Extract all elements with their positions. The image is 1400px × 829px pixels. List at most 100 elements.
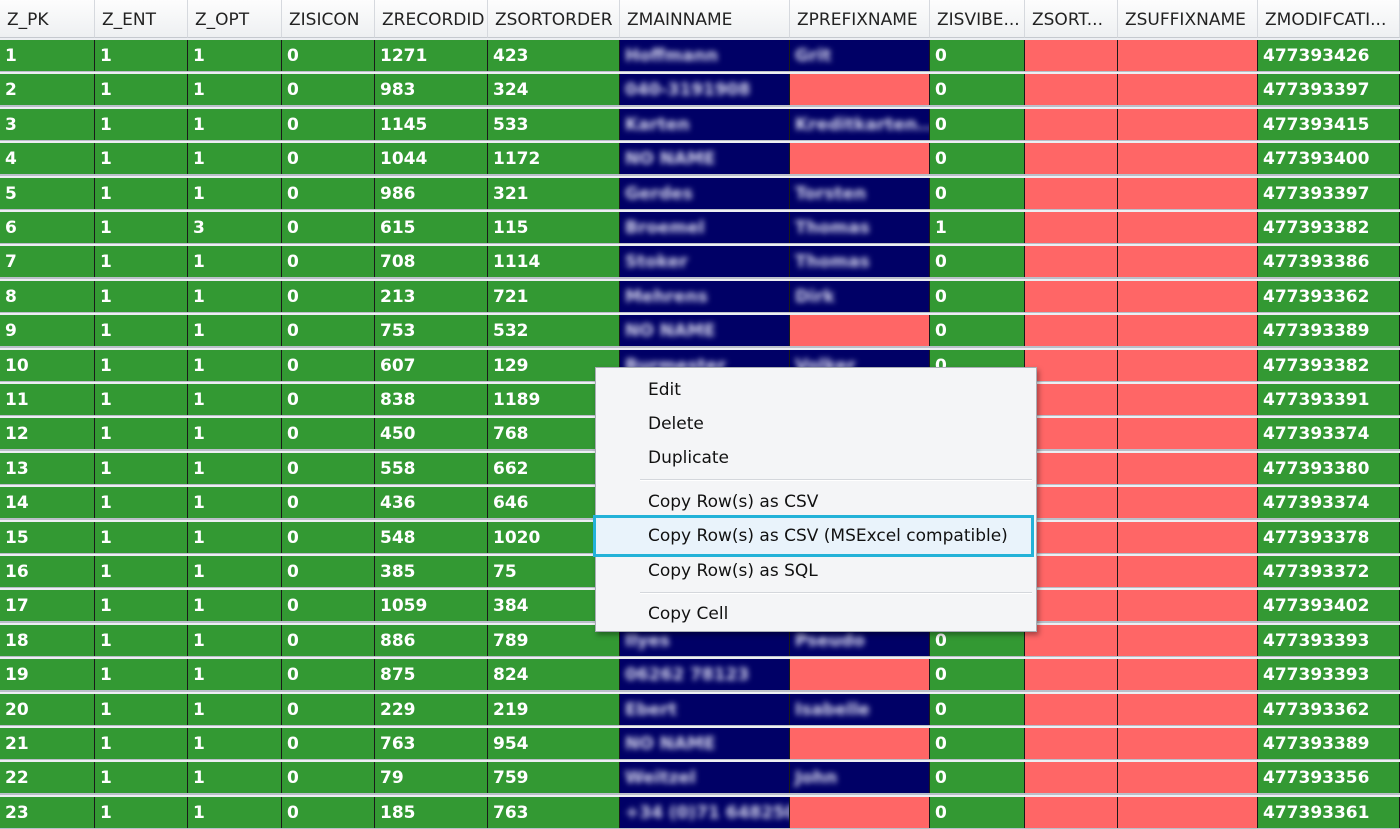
table-cell[interactable] — [1118, 40, 1258, 71]
table-cell[interactable] — [1025, 349, 1118, 381]
table-cell[interactable]: 477393361 — [1258, 796, 1400, 828]
table-cell[interactable]: 477393378 — [1258, 521, 1400, 553]
table-cell[interactable] — [1118, 108, 1258, 140]
table-cell[interactable]: 17 — [0, 590, 95, 622]
table-cell[interactable]: 875 — [375, 659, 488, 691]
table-cell[interactable]: 20 — [0, 693, 95, 725]
table-cell[interactable]: 13 — [0, 452, 95, 484]
table-cell[interactable]: 477393372 — [1258, 556, 1400, 587]
table-cell[interactable]: 1 — [188, 693, 282, 725]
table-cell[interactable]: 477393382 — [1258, 349, 1400, 381]
table-cell[interactable]: 477393393 — [1258, 659, 1400, 691]
table-cell[interactable]: 0 — [282, 349, 375, 381]
table-cell[interactable]: 533 — [488, 108, 620, 140]
table-cell[interactable] — [1118, 556, 1258, 587]
table-cell[interactable] — [1118, 315, 1258, 347]
table-cell[interactable]: 1 — [95, 418, 188, 450]
table-cell[interactable]: 1 — [188, 315, 282, 347]
table-cell[interactable]: 1114 — [488, 246, 620, 278]
table-cell[interactable]: 763 — [375, 728, 488, 759]
table-cell[interactable]: 548 — [375, 521, 488, 553]
table-cell[interactable]: 0 — [282, 452, 375, 484]
table-cell[interactable]: 477393362 — [1258, 693, 1400, 725]
table-cell[interactable]: Stoker — [620, 246, 790, 278]
table-cell[interactable] — [790, 659, 930, 691]
table-cell[interactable]: 708 — [375, 246, 488, 278]
table-cell[interactable]: 824 — [488, 659, 620, 691]
table-cell[interactable]: Weitzel — [620, 762, 790, 794]
column-header[interactable]: Z_OPT — [188, 0, 282, 38]
table-cell[interactable]: 721 — [488, 280, 620, 312]
table-cell[interactable] — [1025, 728, 1118, 759]
table-cell[interactable]: 3 — [188, 212, 282, 243]
table-cell[interactable]: 1 — [95, 315, 188, 347]
table-cell[interactable]: 477393397 — [1258, 74, 1400, 106]
table-cell[interactable] — [1025, 487, 1118, 519]
table-cell[interactable]: 477393400 — [1258, 143, 1400, 175]
table-cell[interactable]: Hoffmann — [620, 40, 790, 71]
table-cell[interactable]: 0 — [282, 659, 375, 691]
table-cell[interactable]: 0 — [930, 796, 1025, 828]
table-cell[interactable]: 0 — [282, 280, 375, 312]
table-cell[interactable] — [1118, 280, 1258, 312]
table-cell[interactable]: 477393356 — [1258, 762, 1400, 794]
table-cell[interactable]: 1 — [188, 40, 282, 71]
table-cell[interactable] — [1118, 177, 1258, 209]
table-cell[interactable]: 0 — [930, 315, 1025, 347]
table-cell[interactable]: 0 — [930, 762, 1025, 794]
menu-item[interactable]: Duplicate — [648, 448, 729, 468]
table-cell[interactable]: 0 — [282, 108, 375, 140]
table-cell[interactable]: 0 — [282, 521, 375, 553]
table-cell[interactable]: 5 — [0, 177, 95, 209]
table-cell[interactable]: 477393386 — [1258, 246, 1400, 278]
column-header[interactable]: ZPREFIXNAME — [790, 0, 930, 38]
table-cell[interactable] — [1118, 693, 1258, 725]
table-cell[interactable] — [1025, 212, 1118, 243]
table-cell[interactable]: John — [790, 762, 930, 794]
table-cell[interactable]: 0 — [282, 212, 375, 243]
table-cell[interactable]: 477393380 — [1258, 452, 1400, 484]
table-cell[interactable]: 615 — [375, 212, 488, 243]
table-cell[interactable]: 21 — [0, 728, 95, 759]
table-cell[interactable] — [1025, 659, 1118, 691]
column-header[interactable]: ZISVIBE... — [930, 0, 1025, 38]
table-cell[interactable]: 1 — [95, 212, 188, 243]
table-cell[interactable] — [1118, 74, 1258, 106]
table-cell[interactable] — [1025, 74, 1118, 106]
table-cell[interactable]: 3 — [0, 108, 95, 140]
table-cell[interactable]: 115 — [488, 212, 620, 243]
table-cell[interactable]: 0 — [282, 315, 375, 347]
table-cell[interactable] — [1025, 418, 1118, 450]
table-cell[interactable]: 1 — [95, 659, 188, 691]
table-cell[interactable]: 477393391 — [1258, 384, 1400, 415]
table-cell[interactable]: Broemel — [620, 212, 790, 243]
table-cell[interactable] — [1118, 384, 1258, 415]
table-cell[interactable]: 7 — [0, 246, 95, 278]
table-cell[interactable]: 1 — [95, 452, 188, 484]
table-cell[interactable]: 1 — [930, 212, 1025, 243]
column-header[interactable]: ZISICON — [282, 0, 375, 38]
table-cell[interactable] — [1118, 143, 1258, 175]
table-cell[interactable]: NO NAME — [620, 315, 790, 347]
table-cell[interactable]: 11 — [0, 384, 95, 415]
table-cell[interactable] — [1025, 40, 1118, 71]
table-cell[interactable]: 477393374 — [1258, 418, 1400, 450]
table-cell[interactable]: 0 — [282, 624, 375, 656]
table-cell[interactable]: 1145 — [375, 108, 488, 140]
table-cell[interactable] — [790, 728, 930, 759]
table-cell[interactable]: 15 — [0, 521, 95, 553]
table-cell[interactable]: 0 — [930, 693, 1025, 725]
table-cell[interactable]: 1 — [95, 487, 188, 519]
table-cell[interactable]: 1 — [188, 177, 282, 209]
table-cell[interactable]: 1 — [188, 143, 282, 175]
table-cell[interactable]: 1172 — [488, 143, 620, 175]
column-header[interactable]: ZSORT... — [1025, 0, 1118, 38]
table-cell[interactable]: 477393362 — [1258, 280, 1400, 312]
table-cell[interactable]: NO NAME — [620, 728, 790, 759]
menu-item[interactable]: Copy Row(s) as SQL — [648, 561, 818, 581]
table-cell[interactable]: 1 — [188, 762, 282, 794]
table-cell[interactable]: 763 — [488, 796, 620, 828]
table-cell[interactable]: 1 — [188, 384, 282, 415]
table-cell[interactable] — [1118, 762, 1258, 794]
table-cell[interactable]: 1 — [188, 108, 282, 140]
